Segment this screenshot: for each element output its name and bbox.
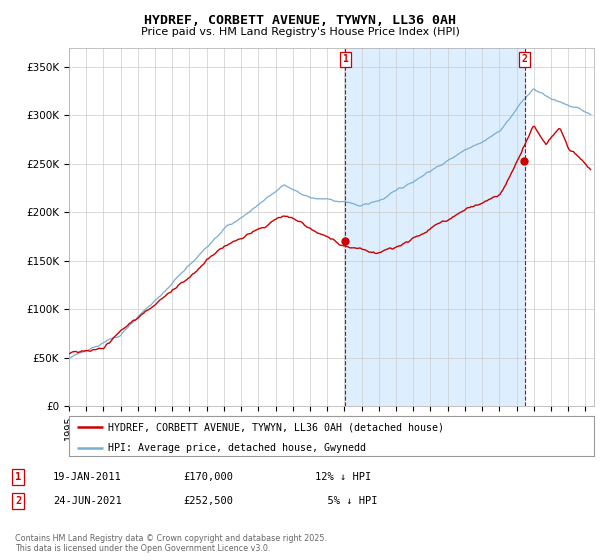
Text: HYDREF, CORBETT AVENUE, TYWYN, LL36 0AH (detached house): HYDREF, CORBETT AVENUE, TYWYN, LL36 0AH … (109, 422, 445, 432)
Text: HYDREF, CORBETT AVENUE, TYWYN, LL36 0AH: HYDREF, CORBETT AVENUE, TYWYN, LL36 0AH (144, 14, 456, 27)
Text: 12% ↓ HPI: 12% ↓ HPI (315, 472, 371, 482)
Text: 1: 1 (343, 54, 348, 64)
Text: 1: 1 (15, 472, 21, 482)
Text: Price paid vs. HM Land Registry's House Price Index (HPI): Price paid vs. HM Land Registry's House … (140, 27, 460, 37)
Text: 2: 2 (15, 496, 21, 506)
Text: 5% ↓ HPI: 5% ↓ HPI (315, 496, 377, 506)
Text: £252,500: £252,500 (183, 496, 233, 506)
Text: Contains HM Land Registry data © Crown copyright and database right 2025.
This d: Contains HM Land Registry data © Crown c… (15, 534, 327, 553)
Text: £170,000: £170,000 (183, 472, 233, 482)
Text: 2: 2 (522, 54, 528, 64)
Text: 19-JAN-2011: 19-JAN-2011 (53, 472, 122, 482)
Text: 24-JUN-2021: 24-JUN-2021 (53, 496, 122, 506)
Text: HPI: Average price, detached house, Gwynedd: HPI: Average price, detached house, Gwyn… (109, 442, 367, 452)
Bar (345, 48, 525, 406)
